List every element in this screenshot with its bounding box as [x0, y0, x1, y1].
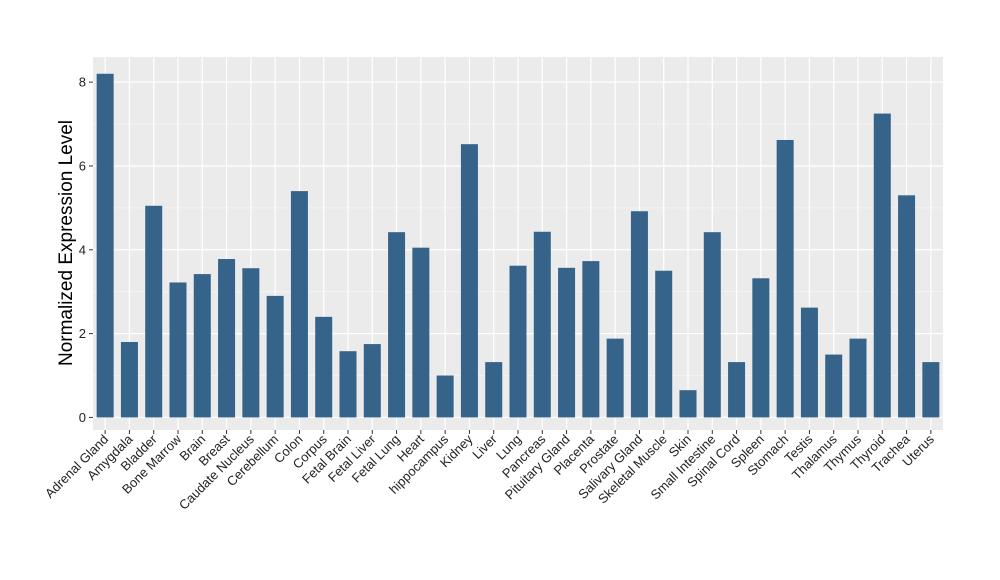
- bar-corpus: [315, 316, 333, 418]
- bar-salivary-gland: [630, 211, 648, 418]
- bar-adrenal-gland: [96, 73, 114, 418]
- bar-spleen: [752, 278, 770, 418]
- bar-skin: [679, 390, 697, 418]
- y-tick-label: 8: [79, 75, 86, 90]
- bar-thalamus: [825, 354, 843, 418]
- bar-cerebellum: [266, 295, 284, 418]
- bar-lung: [509, 265, 527, 418]
- bar-testis: [800, 307, 818, 418]
- x-tick-label: Liver: [469, 431, 500, 462]
- bar-fetal-brain: [339, 351, 357, 418]
- bar-bladder: [145, 205, 163, 418]
- bar-trachea: [898, 195, 916, 418]
- bar-liver: [485, 362, 503, 418]
- bar-caudate-nucleus: [242, 268, 260, 418]
- bar-placenta: [582, 261, 600, 418]
- bar-thyroid: [873, 113, 891, 418]
- bars: [96, 73, 940, 418]
- y-axis: 0 2 4 6 8: [79, 75, 93, 425]
- bar-skeletal-muscle: [655, 270, 673, 418]
- bar-spinal-cord: [728, 362, 746, 418]
- bar-fetal-lung: [388, 232, 406, 418]
- y-axis-title: Normalized Expression Level: [56, 120, 77, 366]
- bar-heart: [412, 247, 430, 418]
- bar-fetal-liver: [363, 344, 381, 418]
- bar-brain: [193, 274, 211, 418]
- bar-pancreas: [533, 231, 551, 418]
- y-tick-label: 6: [79, 158, 86, 173]
- y-tick-label: 4: [79, 242, 86, 257]
- y-tick-label: 2: [79, 326, 86, 341]
- bar-amygdala: [120, 341, 138, 418]
- bar-bone-marrow: [169, 282, 187, 418]
- bar-breast: [218, 259, 236, 418]
- bar-stomach: [776, 139, 794, 418]
- bar-uterus: [922, 362, 940, 418]
- bar-colon: [290, 191, 308, 418]
- bar-thymus: [849, 338, 867, 418]
- y-tick-label: 0: [79, 410, 86, 425]
- bar-small-intestine: [703, 232, 721, 418]
- bar-kidney: [460, 144, 478, 418]
- bar-prostate: [606, 338, 624, 418]
- bar-pituitary-gland: [558, 267, 576, 418]
- bar-hippocampus: [436, 375, 454, 418]
